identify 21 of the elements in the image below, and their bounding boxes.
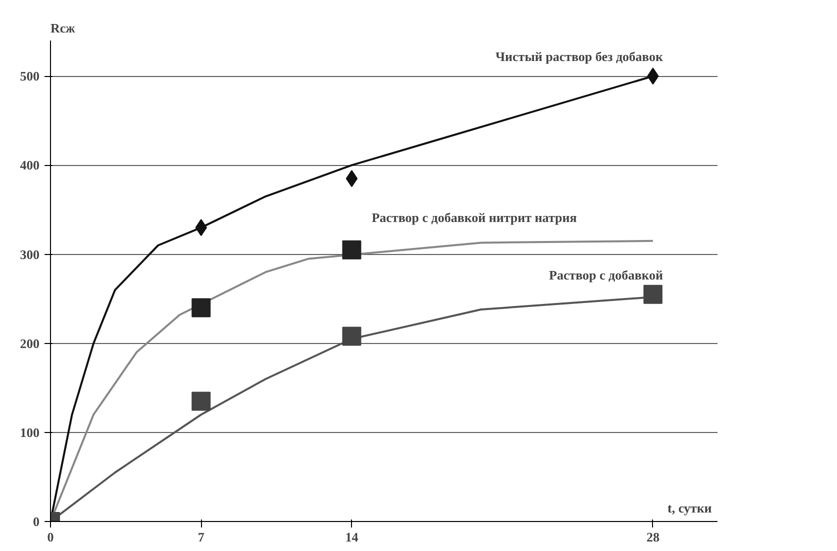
- y-tick-label: 400: [20, 158, 40, 173]
- series-label: Раствор с добавкой нитрит натрия: [372, 210, 577, 225]
- x-tick-label: 0: [47, 530, 54, 544]
- x-axis-title: t, сутки: [668, 500, 712, 516]
- y-axis-title: Rсж: [50, 20, 76, 36]
- point: [342, 326, 362, 346]
- point: [192, 392, 211, 411]
- x-tick-label: 28: [646, 530, 660, 544]
- y-tick-label: 200: [20, 336, 40, 351]
- point: [342, 240, 362, 260]
- point: [346, 170, 358, 188]
- point: [643, 284, 662, 304]
- y-tick-label: 100: [20, 424, 40, 440]
- x-tick-label: 7: [198, 530, 205, 544]
- point: [192, 298, 211, 318]
- series-label: Чистый раствор без добавок: [496, 49, 664, 64]
- series-label: Раствор с добавкой: [549, 267, 664, 282]
- y-tick-label: 500: [20, 68, 40, 84]
- x-tick-label: 14: [345, 530, 359, 544]
- y-tick-label: 0: [33, 514, 40, 529]
- y-tick-label: 300: [20, 246, 40, 262]
